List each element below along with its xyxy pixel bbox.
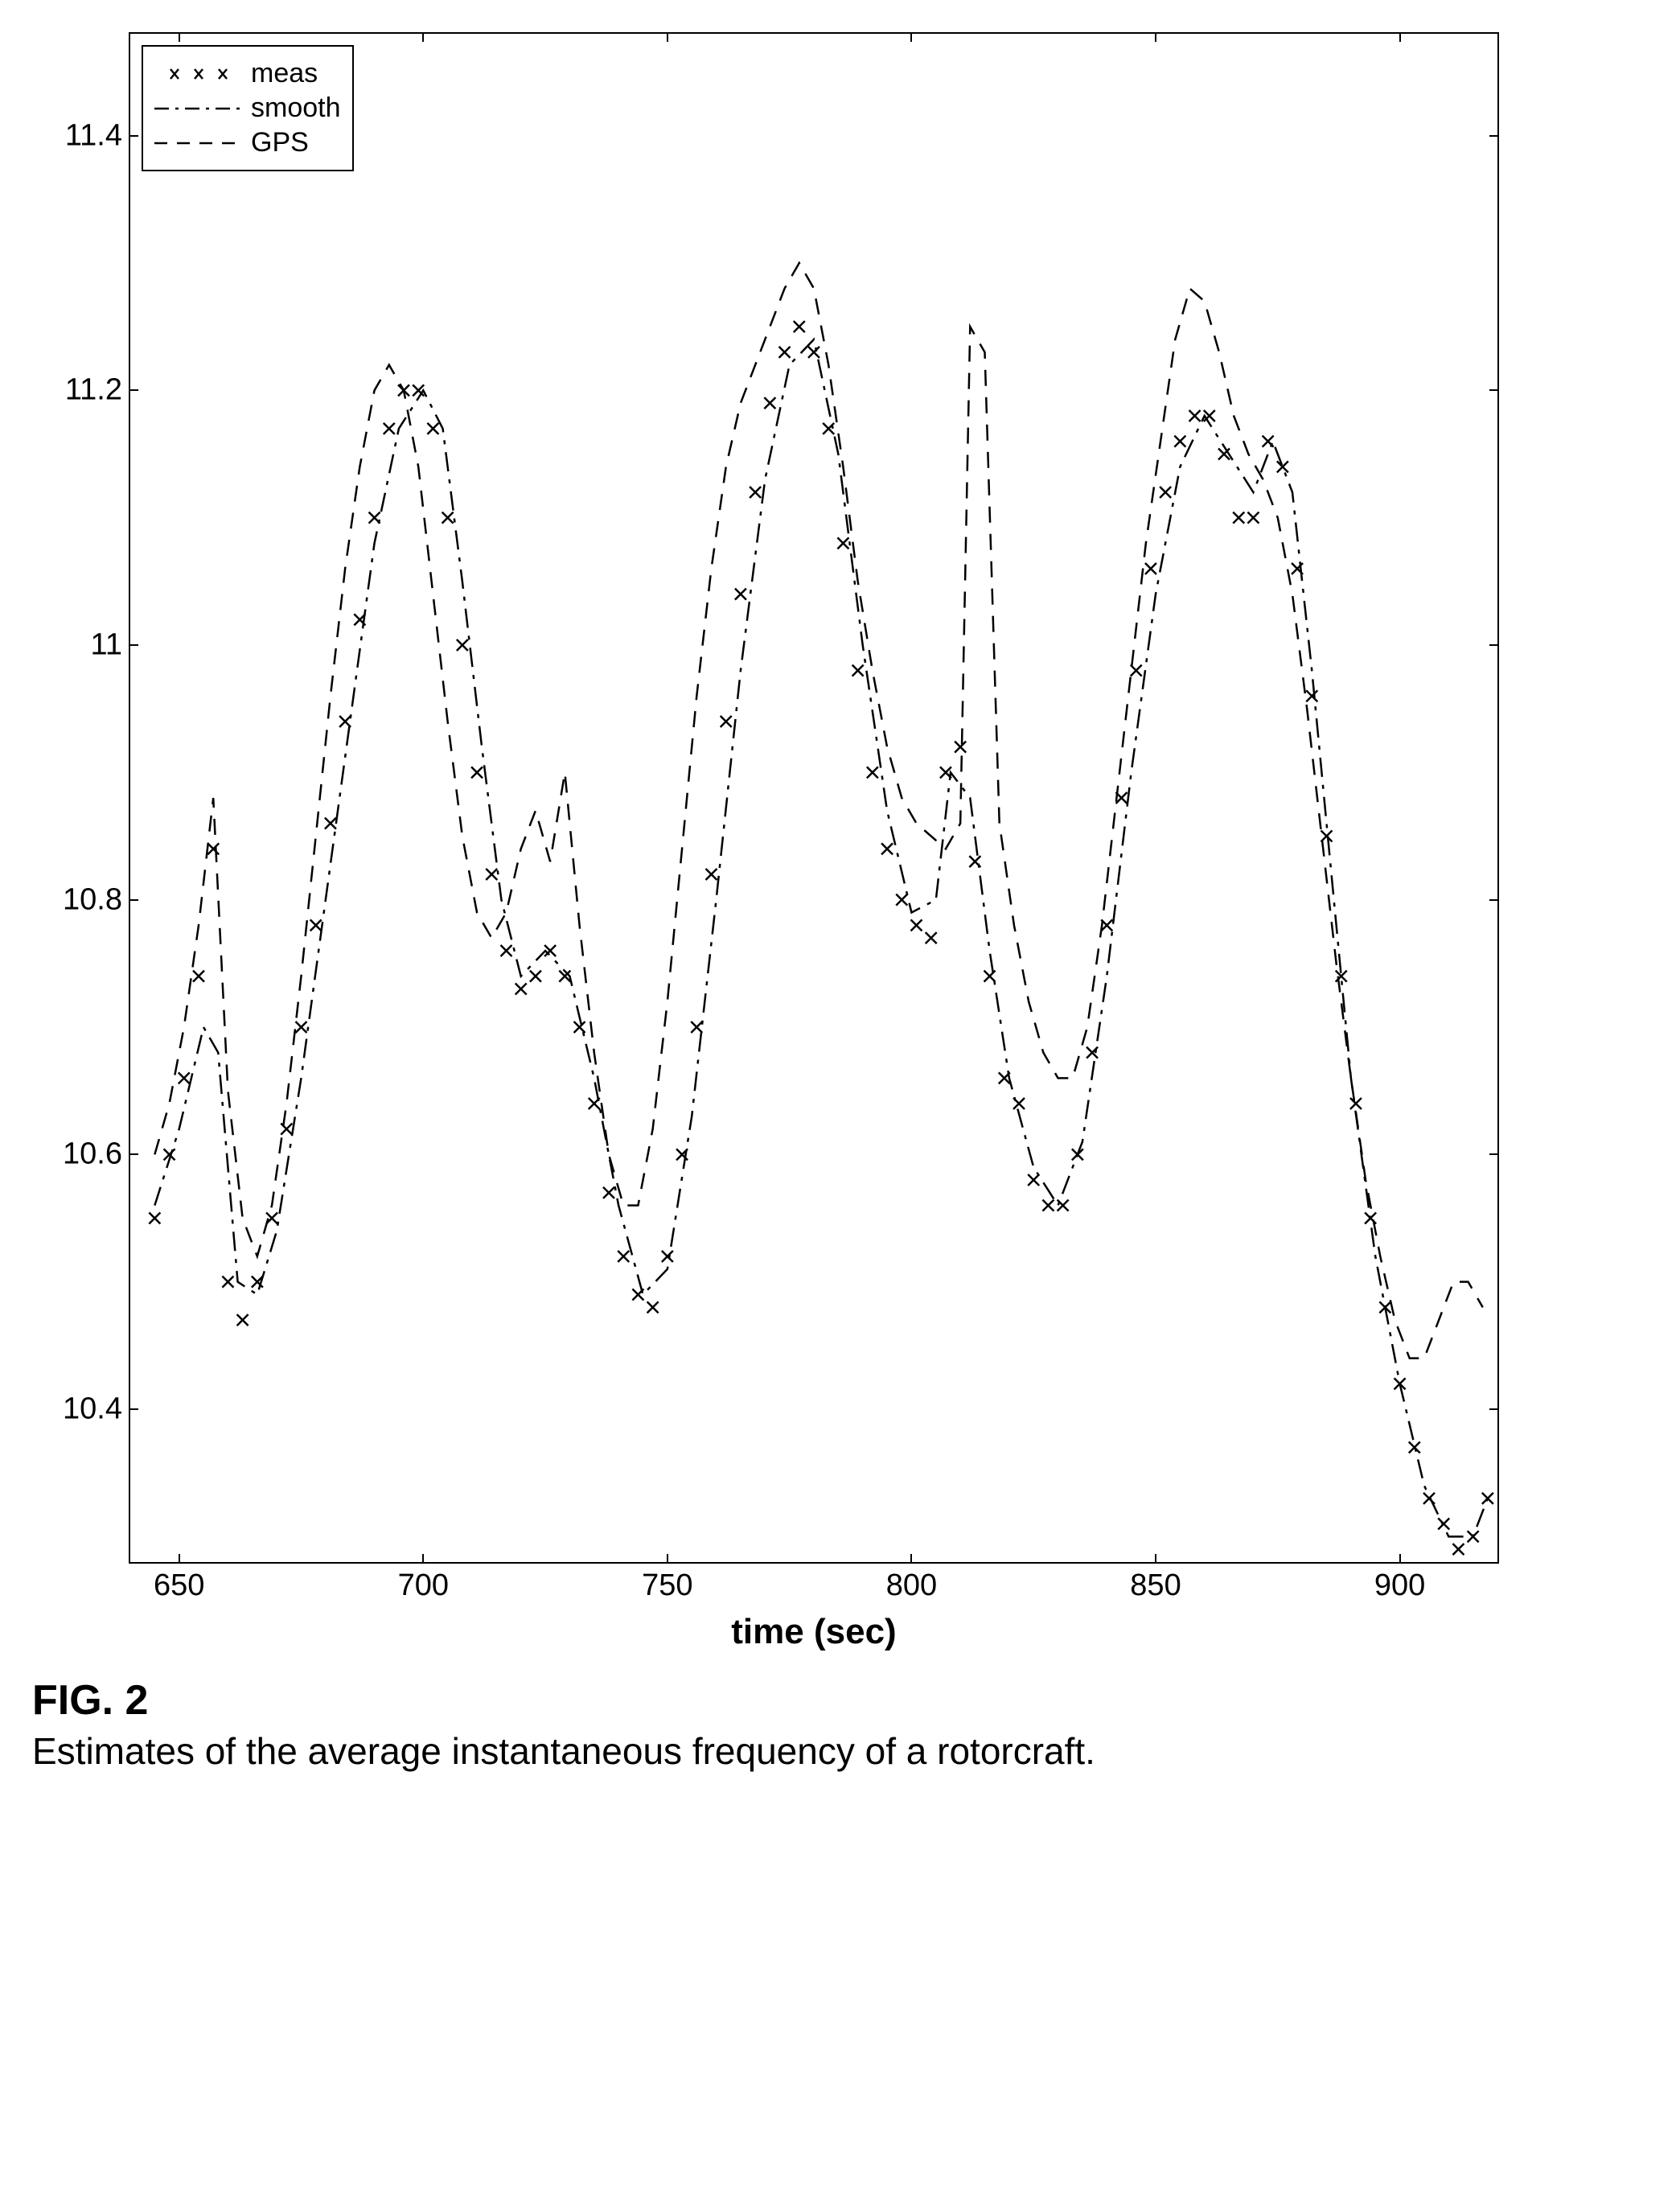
x-tick-label: 650 (154, 1562, 204, 1603)
legend-item-smooth: smooth (154, 92, 341, 124)
x-axis-label: time (sec) (129, 1612, 1499, 1652)
legend-label-meas: meas (251, 58, 318, 89)
chart-legend: meas smooth GPS (142, 45, 354, 171)
y-tick-label: 10.8 (63, 882, 130, 917)
legend-label-smooth: smooth (251, 92, 341, 124)
legend-item-meas: meas (154, 58, 341, 89)
y-tick-label: 10.4 (63, 1392, 130, 1427)
legend-item-gps: GPS (154, 127, 341, 158)
figure-container: meas smooth GPS 10.4 10.6 (32, 32, 1648, 1773)
y-tick-label: 11.4 (65, 118, 130, 153)
y-tick-label: 11.2 (65, 373, 130, 408)
x-tick-label: 700 (398, 1562, 449, 1603)
legend-sample-meas (154, 64, 243, 84)
x-tick-label: 750 (642, 1562, 692, 1603)
x-tick-label: 850 (1130, 1562, 1181, 1603)
chart-svg (130, 34, 1497, 1562)
figure-caption: Estimates of the average instantaneous f… (32, 1729, 1095, 1773)
legend-sample-smooth (154, 99, 243, 118)
x-tick-label: 900 (1374, 1562, 1425, 1603)
x-tick-label: 800 (886, 1562, 937, 1603)
y-tick-label: 11 (91, 628, 130, 663)
legend-label-gps: GPS (251, 127, 309, 158)
y-tick-label: 10.6 (63, 1137, 130, 1172)
figure-number: FIG. 2 (32, 1676, 148, 1725)
legend-sample-gps (154, 134, 243, 153)
chart-plot-area: meas smooth GPS 10.410.6 (129, 32, 1499, 1564)
